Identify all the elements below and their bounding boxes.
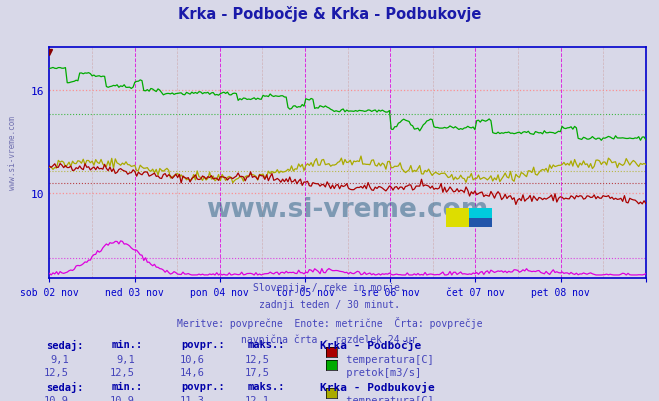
Text: zadnji teden / 30 minut.: zadnji teden / 30 minut. bbox=[259, 300, 400, 310]
Text: 11,3: 11,3 bbox=[179, 395, 204, 401]
Text: maks.:: maks.: bbox=[247, 381, 285, 391]
Text: povpr.:: povpr.: bbox=[181, 339, 225, 349]
Text: 12,5: 12,5 bbox=[245, 354, 270, 364]
Text: Krka - Podbočje & Krka - Podbukovje: Krka - Podbočje & Krka - Podbukovje bbox=[178, 6, 481, 22]
Bar bbox=[445, 209, 469, 227]
Text: maks.:: maks.: bbox=[247, 339, 285, 349]
Text: 12,1: 12,1 bbox=[245, 395, 270, 401]
Text: Krka - Podbočje: Krka - Podbočje bbox=[320, 339, 421, 350]
Text: 9,1: 9,1 bbox=[51, 354, 69, 364]
Text: Meritve: povprečne  Enote: metrične  Črta: povprečje: Meritve: povprečne Enote: metrične Črta:… bbox=[177, 316, 482, 328]
Bar bbox=[469, 218, 492, 227]
Text: temperatura[C]: temperatura[C] bbox=[340, 395, 434, 401]
Text: povpr.:: povpr.: bbox=[181, 381, 225, 391]
Text: www.si-vreme.com: www.si-vreme.com bbox=[206, 196, 489, 223]
Text: 10,9: 10,9 bbox=[110, 395, 135, 401]
Text: 10,9: 10,9 bbox=[44, 395, 69, 401]
Text: Slovenija / reke in morje.: Slovenija / reke in morje. bbox=[253, 283, 406, 293]
Text: 17,5: 17,5 bbox=[245, 367, 270, 377]
Text: Krka - Podbukovje: Krka - Podbukovje bbox=[320, 381, 434, 392]
Text: 10,6: 10,6 bbox=[179, 354, 204, 364]
Text: www.si-vreme.com: www.si-vreme.com bbox=[8, 115, 17, 189]
Text: 12,5: 12,5 bbox=[44, 367, 69, 377]
Text: min.:: min.: bbox=[112, 381, 143, 391]
Text: pretok[m3/s]: pretok[m3/s] bbox=[340, 367, 421, 377]
Text: temperatura[C]: temperatura[C] bbox=[340, 354, 434, 364]
Text: navpična črta - razdelek 24 ur: navpična črta - razdelek 24 ur bbox=[241, 333, 418, 344]
Text: 12,5: 12,5 bbox=[110, 367, 135, 377]
Bar bbox=[469, 209, 492, 218]
Text: 9,1: 9,1 bbox=[117, 354, 135, 364]
Text: 14,6: 14,6 bbox=[179, 367, 204, 377]
Text: min.:: min.: bbox=[112, 339, 143, 349]
Text: sedaj:: sedaj: bbox=[46, 339, 84, 350]
Text: sedaj:: sedaj: bbox=[46, 381, 84, 392]
